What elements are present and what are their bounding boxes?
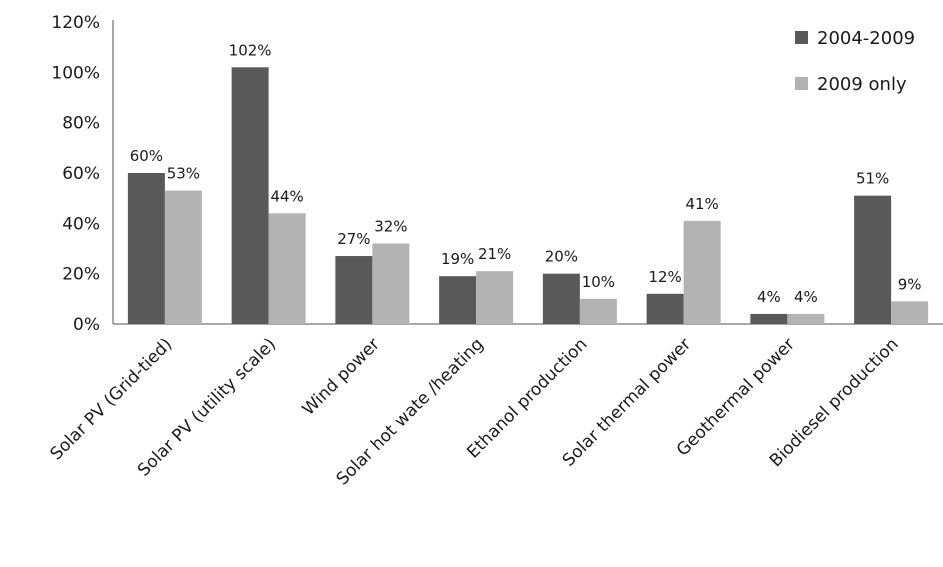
bar-2004-2009	[439, 276, 477, 324]
data-label: 102%	[229, 41, 272, 59]
bar-2004-2009	[646, 293, 684, 324]
data-label: 21%	[478, 245, 511, 263]
bar-2004-2009	[750, 313, 788, 324]
data-label: 51%	[856, 170, 889, 188]
bar-2004-2009	[542, 273, 580, 324]
bar-2004-2009	[335, 256, 373, 324]
bar-2004-2009	[127, 173, 165, 324]
legend-label: 2004-2009	[817, 28, 915, 49]
x-tick-label: Wind power	[299, 334, 384, 419]
legend-swatch	[795, 77, 808, 90]
y-tick-label: 0%	[73, 315, 100, 335]
bar-2009-only	[891, 301, 929, 324]
legend-swatch	[795, 31, 808, 44]
data-label: 32%	[374, 217, 407, 235]
bar-2004-2009	[854, 195, 892, 324]
bar-2004-2009	[231, 67, 269, 325]
bar-2009-only	[372, 243, 410, 324]
y-tick-label: 40%	[62, 214, 100, 234]
data-label: 9%	[898, 275, 922, 293]
bar-2009-only	[683, 220, 721, 324]
legend: 2004-2009 2009 only	[795, 28, 915, 95]
bar-2009-only	[787, 313, 825, 324]
data-label: 53%	[167, 165, 200, 183]
data-label: 4%	[794, 288, 818, 306]
data-label: 27%	[337, 230, 370, 248]
data-label: 41%	[685, 195, 718, 213]
bars	[127, 67, 929, 325]
bar-2009-only	[164, 190, 202, 324]
y-tick-label: 100%	[51, 63, 100, 83]
data-label: 19%	[441, 250, 474, 268]
y-tick-label: 120%	[51, 13, 100, 33]
data-labels: 60%53% 102% 44% 27%32% 19% 21% 20%10% 12% 41% 4% 4…	[130, 41, 922, 306]
data-label: 12%	[648, 268, 681, 286]
bar-2009-only	[476, 271, 514, 324]
data-label: 4%	[757, 288, 781, 306]
y-tick-labels: 0% 20% 40% 60% 80% 100% 120%	[51, 13, 100, 335]
data-label: 10%	[582, 273, 615, 291]
bar-2009-only	[579, 298, 617, 324]
y-tick-label: 20%	[62, 265, 100, 285]
y-tick-label: 60%	[62, 164, 100, 184]
data-label: 20%	[545, 248, 578, 266]
y-tick-label: 80%	[62, 114, 100, 134]
legend-label: 2009 only	[817, 74, 907, 95]
data-label: 44%	[270, 187, 303, 205]
bar-2009-only	[268, 213, 306, 324]
data-label: 60%	[130, 147, 163, 165]
x-tick-labels: Solar PV (Grid-tied)Solar PV (utility sc…	[46, 334, 902, 489]
